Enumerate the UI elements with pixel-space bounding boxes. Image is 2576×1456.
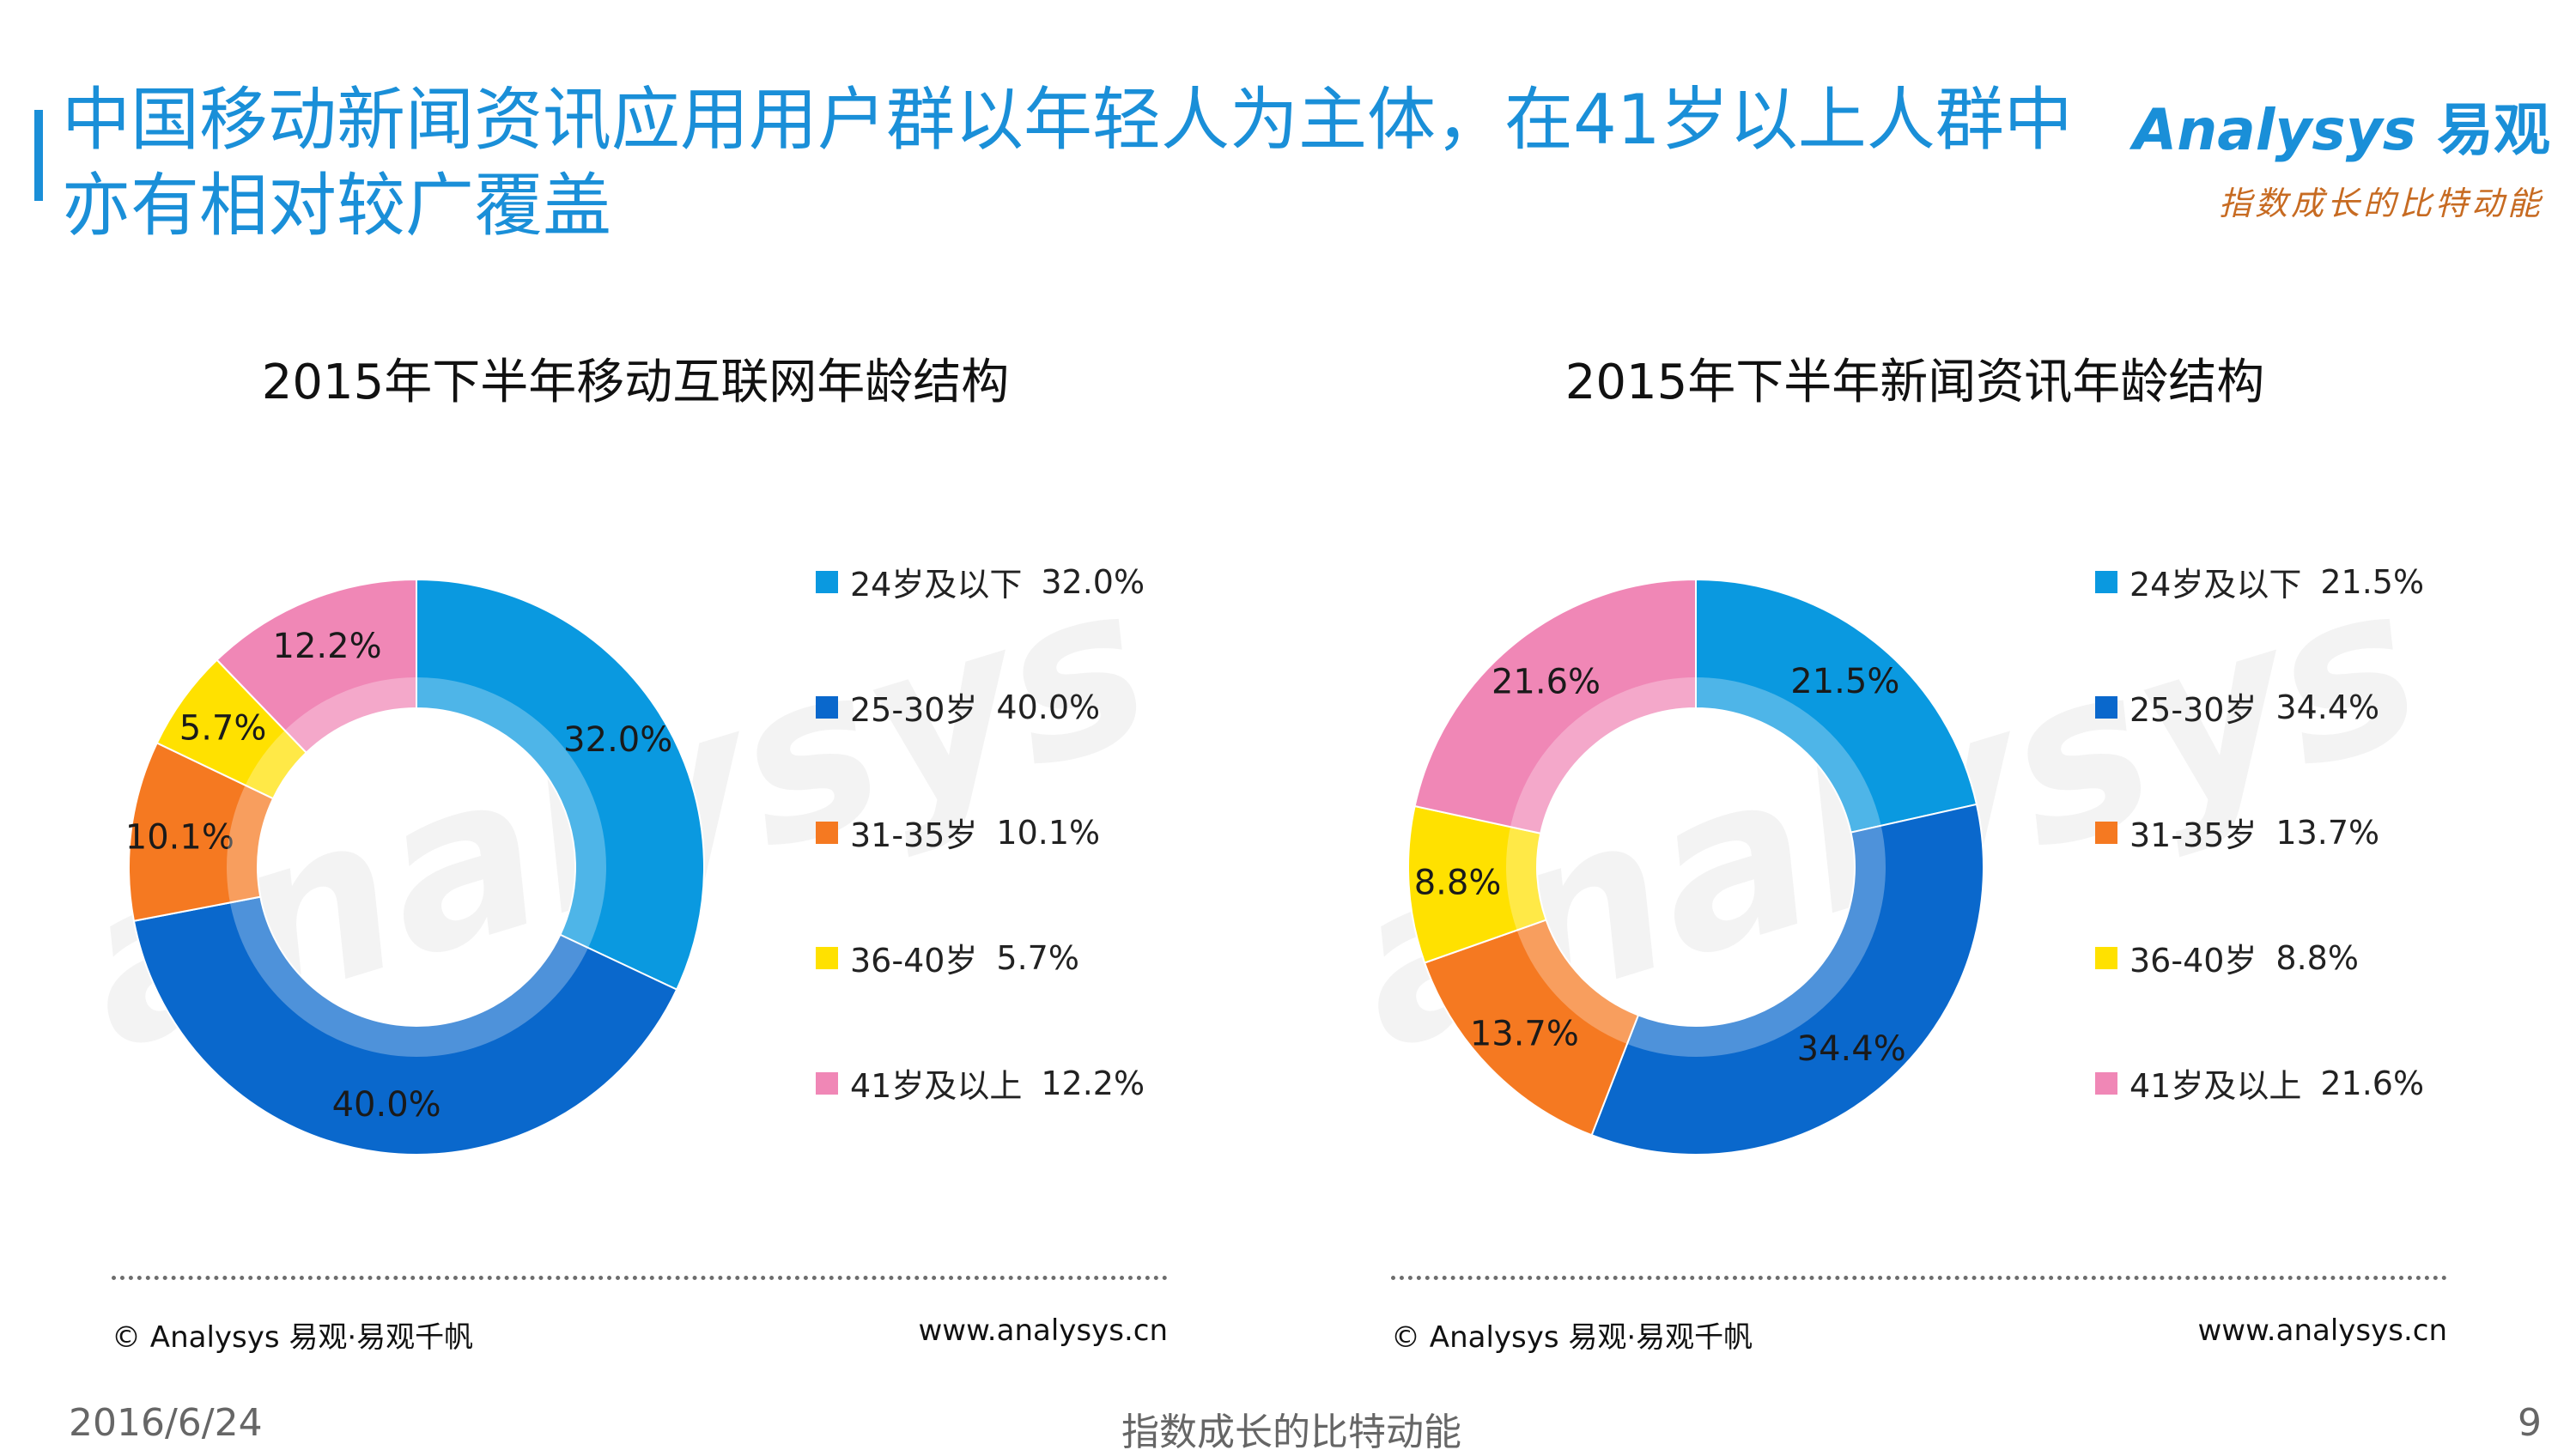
donut-slice[interactable] [416,578,705,991]
donut-inner-ring [1506,677,1886,1057]
source-copyright: © Analysys 易观·易观千帆 [1391,1320,1753,1355]
logo-a-glyph: A [2133,97,2178,163]
donut-slice[interactable] [132,895,678,1156]
donut-inner-ring [227,677,606,1057]
donut-slice[interactable] [1413,578,1697,834]
legend-label: 24岁及以下 [2129,566,2302,604]
title-accent-bar [34,110,43,201]
legend-item: 25-30岁 34.4% [2095,683,2379,731]
legend-label: 36-40岁 [2129,942,2257,980]
donut-slice[interactable] [1590,803,1984,1156]
chart-title: 2015年下半年新闻资讯年龄结构 [1564,355,2265,410]
footer-slogan: 指数成长的比特动能 [1121,1410,1461,1454]
legend-value: 8.8% [2275,938,2359,977]
source-copyright: © Analysys 易观·易观千帆 [112,1320,474,1355]
legend-value: 34.4% [2275,688,2380,726]
slice-data-label: 40.0% [332,1085,441,1125]
legend-value: 10.1% [996,813,1101,852]
source-url[interactable]: www.analysys.cn [918,1313,1169,1348]
slice-data-label: 5.7% [179,708,267,748]
legend-swatch [2095,821,2117,844]
legend-value: 21.5% [2320,562,2425,601]
page-title: 中国移动新闻资讯应用用户群以年轻人为主体，在41岁以上人群中亦有相对较广覆盖 [62,80,2073,246]
legend-value: 13.7% [2275,813,2380,852]
source-url[interactable]: www.analysys.cn [2197,1313,2448,1348]
donut-slice[interactable] [1695,578,1978,834]
legend-item: 24岁及以下 21.5% [2095,558,2424,605]
legend-swatch [816,570,838,593]
chart-panel-news: 2015年下半年新闻资讯年龄结构 21.5% 34.4% 13.7% 8.8% 21.6… [1382,326,2576,1382]
legend-item: 25-30岁 40.0% [816,683,1100,731]
slice-data-label: 32.0% [563,720,672,760]
legend-swatch [2095,695,2117,719]
legend-label: 41岁及以上 [850,1067,1023,1105]
slice-data-label: 13.7% [1470,1014,1579,1053]
logo-slogan: 指数成长的比特动能 [2218,185,2543,222]
legend-item: 31-35岁 10.1% [816,809,1100,856]
legend-label: 31-35岁 [850,816,978,854]
logo-zh: 易观 [2437,97,2550,163]
legend-item: 41岁及以上 21.6% [2095,1059,2424,1107]
legend-swatch [2095,570,2117,593]
legend-label: 25-30岁 [2129,691,2257,729]
slice-data-label: 10.1% [125,817,234,857]
footer-date: 2016/6/24 [69,1401,263,1445]
legend-item: 36-40岁 5.7% [816,934,1079,981]
slice-data-label: 34.4% [1797,1029,1906,1069]
legend-swatch [816,695,838,719]
slice-data-label: 21.6% [1492,663,1601,702]
legend-swatch [2095,1071,2117,1095]
chart-panel-mobile-internet: 2015年下半年移动互联网年龄结构 32.0% 40.0% 10.1% 5.7% 12.… [103,326,1305,1382]
legend-label: 25-30岁 [850,691,978,729]
analysys-logo: Analysys 易观 [2104,84,2550,167]
donut-chart-news: 21.5% 34.4% 13.7% 8.8% 21.6% [1407,578,1984,1156]
donut-slice[interactable] [216,578,417,755]
legend-swatch [816,821,838,844]
chart-title: 2015年下半年移动互联网年龄结构 [261,355,1010,410]
dotted-divider [112,1276,1168,1280]
legend-swatch [816,1071,838,1095]
page-number: 9 [2518,1401,2542,1445]
legend-label: 41岁及以上 [2129,1067,2302,1105]
legend-value: 5.7% [996,938,1079,977]
slice-data-label: 8.8% [1414,863,1502,902]
legend-label: 36-40岁 [850,942,978,980]
legend-item: 31-35岁 13.7% [2095,809,2379,856]
legend-label: 31-35岁 [2129,816,2257,854]
legend-value: 40.0% [996,688,1101,726]
logo-text: nalysys [2177,97,2416,163]
legend-swatch [2095,946,2117,969]
dotted-divider [1391,1276,2447,1280]
legend-item: 36-40岁 8.8% [2095,934,2359,981]
slice-data-label: 12.2% [273,627,382,666]
donut-chart-mobile-internet: 32.0% 40.0% 10.1% 5.7% 12.2% [125,578,705,1156]
slice-data-label: 21.5% [1790,662,1899,701]
legend-item: 24岁及以下 32.0% [816,558,1145,605]
legend-swatch [816,946,838,969]
legend-item: 41岁及以上 12.2% [816,1059,1145,1107]
legend-value: 12.2% [1041,1064,1145,1102]
legend-label: 24岁及以下 [850,566,1023,604]
legend-value: 21.6% [2320,1064,2425,1102]
legend-value: 32.0% [1041,562,1145,601]
